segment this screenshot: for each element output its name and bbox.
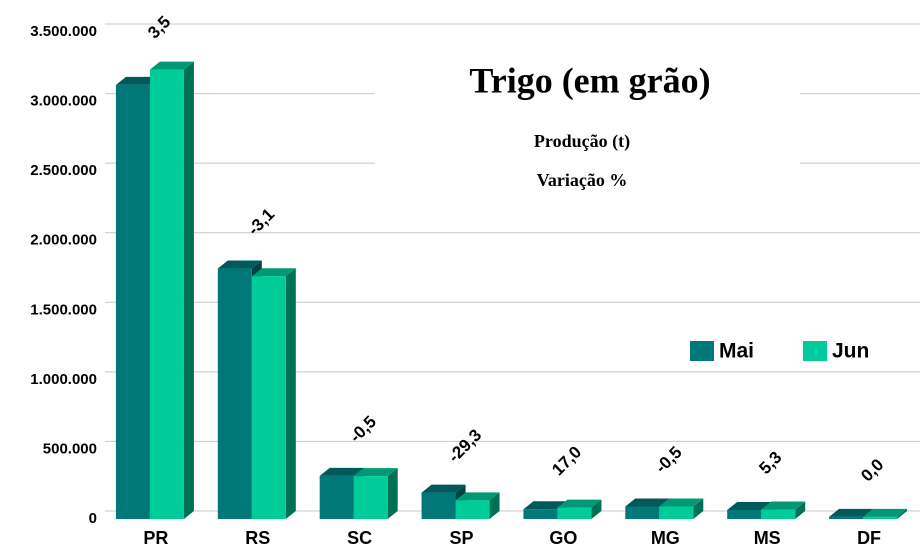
x-tick-label: SP [450, 528, 474, 548]
legend-label: Jun [832, 340, 869, 363]
legend-label: Mai [719, 340, 754, 363]
y-tick-label: 500.000 [43, 440, 97, 457]
bar-face [727, 509, 762, 519]
x-tick-label: PR [143, 528, 168, 548]
bar-face [115, 84, 150, 520]
bar-face [251, 268, 296, 277]
x-tick-label: RS [245, 528, 270, 548]
bar [353, 468, 398, 519]
bar-face [897, 508, 908, 519]
x-tick-label: SC [347, 528, 372, 548]
bar-face [251, 276, 286, 519]
variation-label: 17,0 [548, 442, 585, 479]
bar [761, 501, 806, 519]
bar-face [523, 501, 568, 510]
bar-face [591, 499, 602, 519]
bar-face [659, 506, 694, 519]
chart-subtitle: Produção (t) [534, 131, 630, 152]
title-box [375, 38, 800, 198]
bar-face [557, 507, 592, 519]
x-tick-label: MG [651, 528, 680, 548]
y-tick-label: 1.500.000 [30, 301, 97, 318]
bar-face [863, 516, 898, 519]
bar-face [761, 509, 796, 519]
bar-face [795, 501, 806, 519]
x-tick-label: DF [857, 528, 881, 548]
bar-face [625, 506, 660, 519]
bar-face [761, 501, 806, 510]
bar-face [489, 492, 500, 519]
variation-label: -3,1 [244, 205, 278, 239]
variation-label: -0,5 [652, 443, 686, 477]
bar-face [693, 498, 704, 519]
chart-subtitle: Variação % [537, 170, 628, 190]
bar-face [149, 61, 194, 70]
bar-face [421, 484, 466, 493]
bar-face [387, 468, 398, 519]
bar-face [829, 508, 874, 517]
variation-label: 0,0 [857, 455, 887, 485]
bar-face [727, 501, 772, 510]
bar-face [625, 498, 670, 507]
bar-face [149, 69, 184, 519]
bar-face [455, 500, 490, 519]
bar-face [863, 508, 908, 517]
bar-face [217, 260, 262, 269]
bar-face [659, 498, 704, 507]
y-tick-label: 2.500.000 [30, 162, 97, 179]
bar-face [353, 476, 388, 519]
bar-face [353, 468, 398, 477]
bar-face [217, 268, 252, 519]
y-tick-label: 3.500.000 [30, 23, 97, 40]
y-tick-label: 2.000.000 [30, 232, 97, 249]
bar [319, 467, 364, 519]
bar [659, 498, 704, 519]
bar-face [319, 475, 354, 519]
legend-swatch [803, 341, 827, 361]
y-tick-label: 0 [89, 510, 97, 527]
bar [455, 492, 500, 519]
x-tick-label: MS [754, 528, 781, 548]
bar [557, 499, 602, 519]
bar-face [285, 268, 296, 519]
bar [863, 508, 908, 519]
variation-label: 3,5 [144, 12, 174, 42]
bar-face [421, 492, 456, 519]
variation-label: 5,3 [755, 448, 785, 478]
bar [149, 61, 194, 519]
chart-title: Trigo (em grão) [469, 60, 710, 100]
legend-swatch [690, 341, 714, 361]
bar-face [455, 492, 500, 501]
y-tick-label: 3.000.000 [30, 93, 97, 110]
bar-face [557, 499, 602, 508]
y-tick-label: 1.000.000 [30, 371, 97, 388]
bar-face [183, 61, 194, 519]
bar-face [829, 516, 864, 519]
bar-face [523, 509, 558, 519]
bar-face [319, 467, 364, 476]
bar-face [115, 76, 160, 85]
x-tick-label: GO [549, 528, 577, 548]
variation-label: -29,3 [444, 425, 485, 466]
bar [251, 268, 296, 519]
